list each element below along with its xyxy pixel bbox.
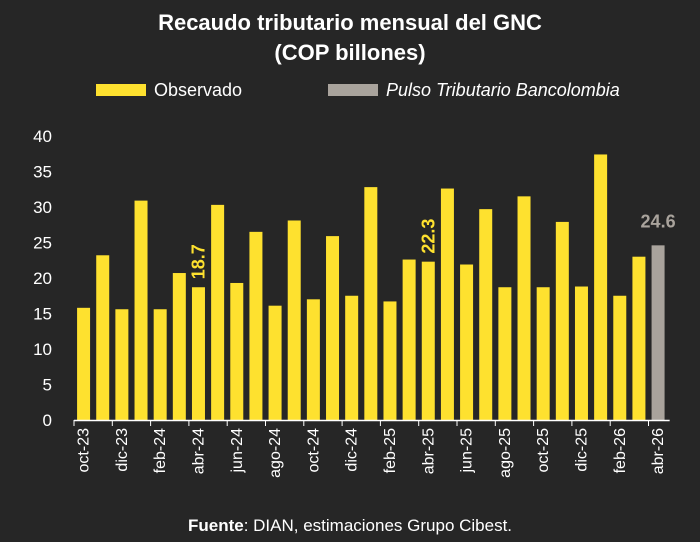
- bar-observado-ene-24: [134, 200, 148, 420]
- bar-observado-jun-24: [230, 282, 244, 420]
- x-tick-label-abr-25: abr-25: [420, 428, 437, 474]
- bar-observado-abr-24: [191, 287, 205, 420]
- source-label: Fuente: [187, 516, 244, 535]
- bar-observado-ene-25: [364, 187, 378, 420]
- bar-observado-ene-26: [594, 154, 608, 420]
- y-tick-label: 5: [43, 376, 52, 395]
- y-tick-label: 35: [33, 163, 52, 182]
- data-label-abr-25: 22.3: [418, 219, 438, 254]
- bar-observado-jun-25: [460, 264, 474, 420]
- bar-observado-oct-23: [77, 307, 91, 420]
- y-tick-label: 10: [33, 340, 52, 359]
- bar-observado-sep-25: [517, 196, 531, 420]
- bar-observado-ago-24: [268, 305, 282, 420]
- bar-observado-oct-25: [536, 287, 550, 420]
- bar-observado-mar-25: [402, 259, 416, 420]
- x-tick-label-ago-25: ago-25: [497, 428, 514, 478]
- bar-observado-dic-23: [115, 309, 129, 420]
- legend-label-pulso: Pulso Tributario Bancolombia: [386, 79, 620, 100]
- bar-chart: 0 5 10 15 20 25 30 35 40 oct-23 dic-23 feb-24 abr-24…: [33, 127, 676, 478]
- source-text: : DIAN, estimaciones Grupo Cibest.: [243, 516, 513, 535]
- bar-observado-feb-25: [383, 301, 397, 420]
- x-tick-label-jun-24: jun-24: [229, 428, 246, 474]
- bar-observado-dic-24: [345, 295, 359, 420]
- bar-observado-nov-24: [326, 236, 340, 420]
- y-tick-label: 25: [33, 234, 52, 253]
- y-tick-label: 20: [33, 269, 52, 288]
- bar-observado-feb-26: [613, 295, 627, 420]
- data-label-abr-24: 18.7: [188, 244, 208, 279]
- bar-observado-feb-24: [153, 309, 167, 420]
- bar-observado-sep-24: [287, 220, 301, 420]
- bar-observado-nov-23: [96, 255, 110, 420]
- x-tick-label-feb-25: feb-25: [382, 428, 399, 473]
- bar-observado-dic-25: [574, 286, 588, 420]
- bar-observado-abr-25: [421, 261, 435, 420]
- chart-title: Recaudo tributario mensual del GNC: [158, 10, 542, 35]
- legend-swatch-pulso: [328, 84, 378, 96]
- x-tick-label-abr-26: abr-26: [650, 428, 667, 474]
- bar-observado-jul-25: [479, 209, 493, 420]
- x-tick-label-dic-23: dic-23: [114, 428, 131, 472]
- legend-item-observado: Observado: [96, 78, 242, 102]
- x-tick-label-jun-25: jun-25: [459, 428, 476, 474]
- x-tick-label-oct-24: oct-24: [305, 428, 322, 473]
- chart-subtitle: (COP billones): [274, 40, 426, 65]
- bar-observado-ago-25: [498, 287, 512, 420]
- bar-observado-mar-26: [632, 256, 646, 420]
- x-tick-label-oct-23: oct-23: [76, 428, 93, 473]
- y-tick-label: 30: [33, 198, 52, 217]
- legend-swatch-observado: [96, 84, 146, 96]
- x-tick-label-oct-25: oct-25: [535, 428, 552, 473]
- y-tick-label: 15: [33, 305, 52, 324]
- bar-observado-may-25: [440, 188, 454, 420]
- x-tick-label-feb-24: feb-24: [152, 428, 169, 473]
- bar-observado-nov-25: [555, 221, 569, 420]
- legend-label-observado: Observado: [154, 79, 243, 100]
- bar-pulso-abr-26: [651, 245, 665, 420]
- source-note: Fuente: DIAN, estimaciones Grupo Cibest.: [0, 516, 700, 536]
- bar-observado-oct-24: [306, 299, 320, 420]
- data-label-abr-26: 24.6: [641, 211, 676, 231]
- y-tick-label: 40: [33, 127, 52, 146]
- legend-item-pulso: Pulso Tributario Bancolombia: [328, 78, 620, 102]
- bar-observado-jul-24: [249, 231, 263, 420]
- x-tick-label-feb-26: feb-26: [612, 428, 629, 473]
- x-tick-label-dic-24: dic-24: [344, 428, 361, 472]
- y-tick-label: 0: [43, 411, 52, 430]
- x-tick-label-abr-24: abr-24: [190, 428, 207, 474]
- x-tick-label-dic-25: dic-25: [573, 428, 590, 472]
- x-tick-label-ago-24: ago-24: [267, 428, 284, 478]
- bar-observado-may-24: [211, 204, 225, 420]
- bar-observado-mar-24: [172, 273, 186, 420]
